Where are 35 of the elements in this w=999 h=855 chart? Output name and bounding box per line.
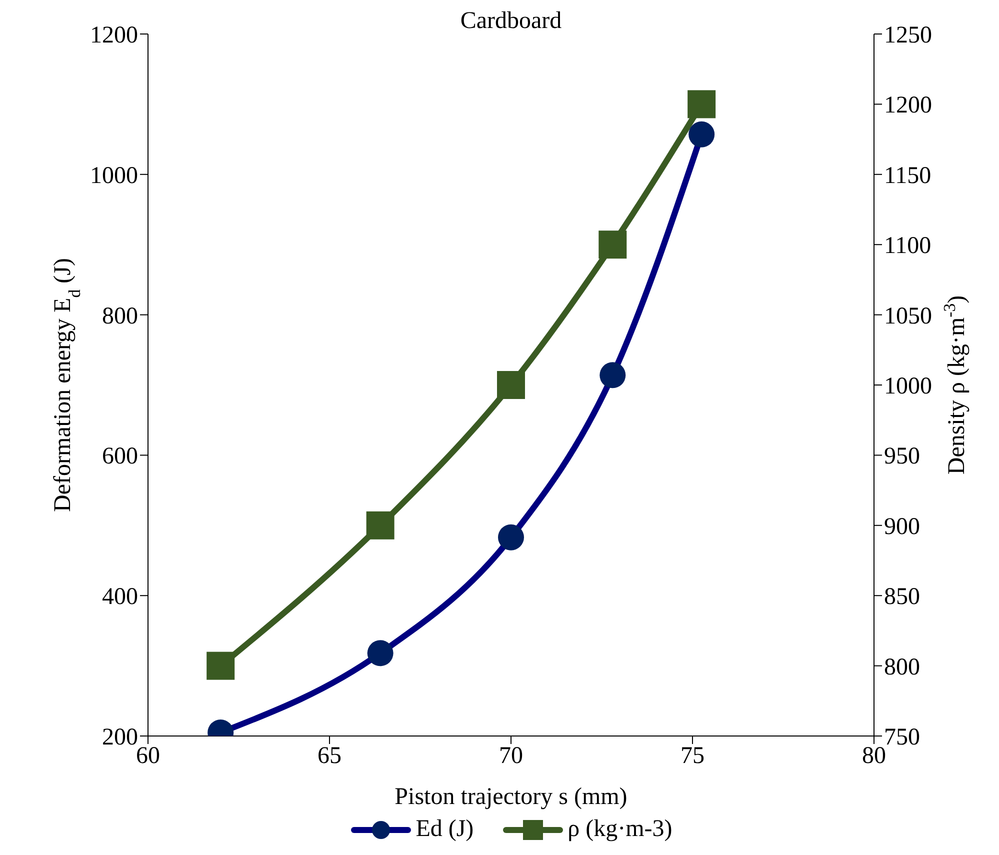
chart-title: Cardboard <box>459 8 563 35</box>
y-tick-label: 800 <box>102 303 138 330</box>
y2-tick-label: 800 <box>884 654 920 680</box>
point <box>498 524 524 550</box>
x-tick-label: 80 <box>862 743 886 770</box>
y2-tick-label: 850 <box>884 584 920 610</box>
point <box>598 230 627 259</box>
x-tick-label: 70 <box>499 743 523 770</box>
y2-tick-label: 1050 <box>884 303 932 330</box>
point <box>600 362 626 388</box>
y2-tick-label: 750 <box>884 724 920 751</box>
x-tick-label: 75 <box>680 743 704 770</box>
y-tick-label: 1200 <box>90 22 138 49</box>
y-tick-label: 400 <box>102 584 138 610</box>
y2-tick-label: 1150 <box>884 162 932 189</box>
x-axis-title: Piston trajectory s (mm) <box>394 784 628 810</box>
y-tick-label: 600 <box>102 444 138 470</box>
x-tick-label: 60 <box>136 743 160 770</box>
point <box>206 652 235 680</box>
y-tick-label: 200 <box>102 724 138 751</box>
y-tick-label: 1000 <box>90 162 138 189</box>
y2-tick-label: 1100 <box>884 233 932 260</box>
legend-label: ρ (kg·m-3) <box>568 816 672 843</box>
point <box>688 90 716 118</box>
point <box>366 511 394 540</box>
y2-tick-label: 1250 <box>884 22 932 49</box>
legend-label: Ed (J) <box>416 816 474 843</box>
x-tick-label: 65 <box>318 743 342 770</box>
y2-tick-label: 900 <box>884 514 920 540</box>
y2-tick-label: 950 <box>884 444 920 470</box>
y2-tick-label: 1000 <box>884 374 932 400</box>
y2-tick-label: 1200 <box>884 92 932 119</box>
point <box>497 371 525 399</box>
point <box>367 640 394 666</box>
point <box>688 121 715 148</box>
